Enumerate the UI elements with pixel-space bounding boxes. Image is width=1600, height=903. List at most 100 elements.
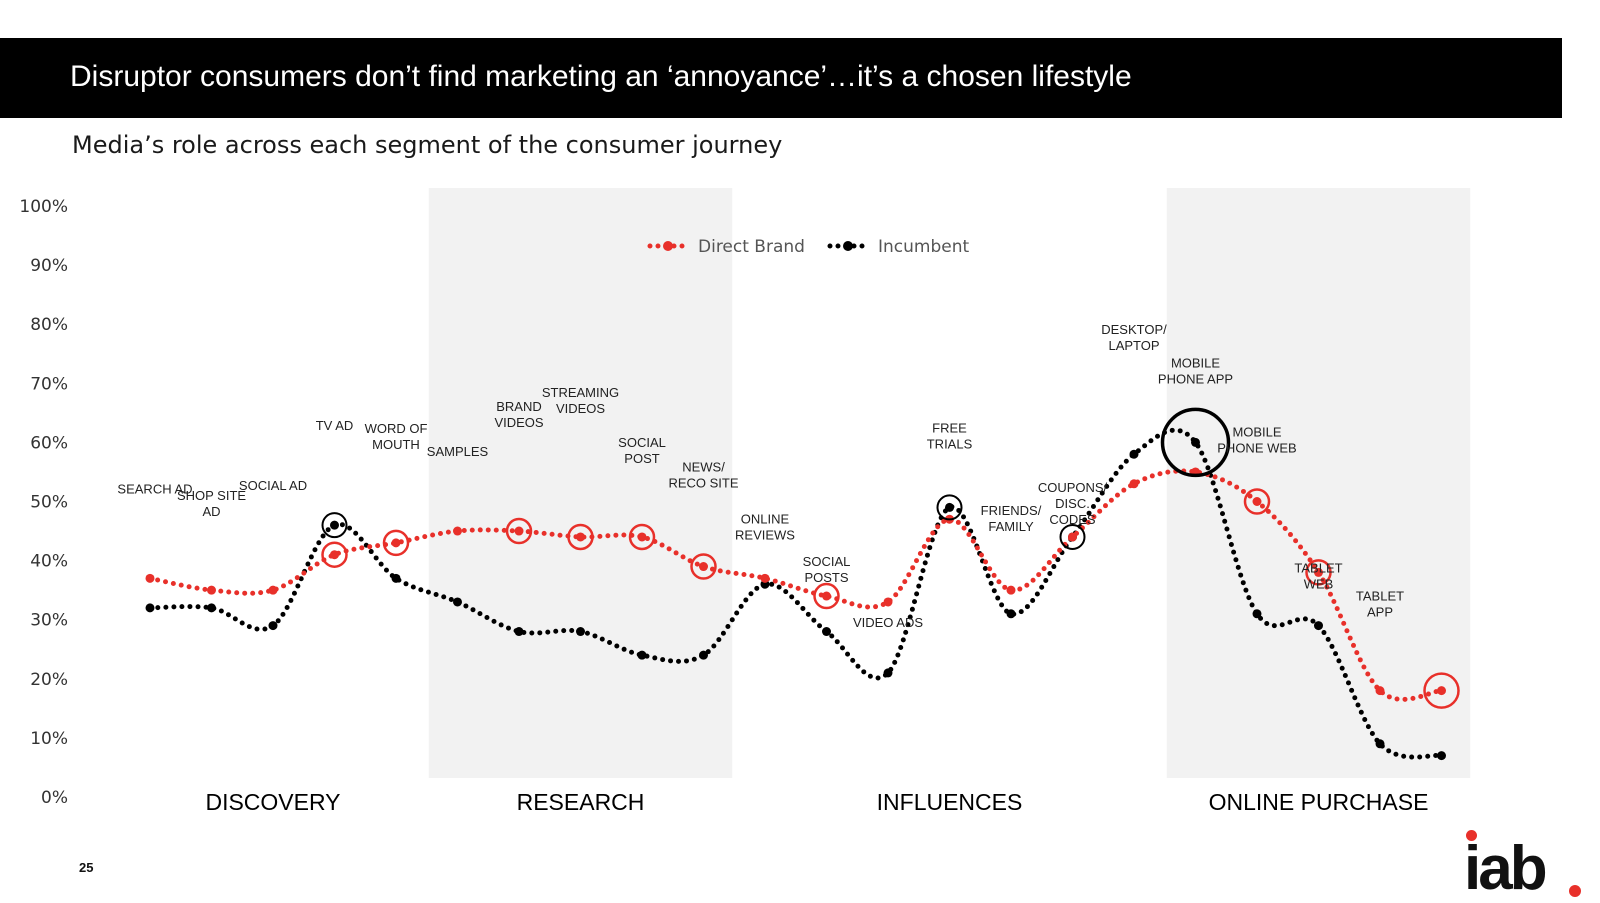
direct-brand-point — [453, 526, 462, 536]
logo-period-dot — [1569, 885, 1581, 897]
logo-accent-dot — [1466, 830, 1477, 841]
segment-band — [428, 188, 733, 778]
incumbent-point — [945, 502, 954, 512]
title-bar: Disruptor consumers don’t find marketing… — [0, 38, 1562, 118]
incumbent-point — [207, 603, 216, 613]
category-label: DESKTOP/LAPTOP — [1101, 322, 1167, 353]
incumbent-point — [1252, 609, 1262, 619]
page-number: 25 — [79, 860, 94, 875]
incumbent-point — [391, 573, 401, 583]
category-label: VIDEO ADS — [853, 615, 923, 630]
category-label: TABLET WEB — [1294, 560, 1342, 591]
direct-brand-highlight-ring — [382, 529, 410, 557]
direct-brand-highlight-ring — [690, 553, 717, 580]
category-label: SOCIAL AD — [239, 478, 307, 493]
direct-brand-point — [576, 532, 585, 542]
segment-label: INFLUENCES — [877, 789, 1023, 815]
incumbent-point — [637, 650, 647, 660]
direct-brand-point — [883, 597, 893, 607]
category-label: STREAMING VIDEOS — [542, 385, 619, 416]
direct-brand-highlight-ring — [1423, 672, 1460, 709]
y-tick-label: 0% — [41, 788, 68, 808]
incumbent-point — [1129, 449, 1139, 459]
y-tick-label: 30% — [30, 611, 68, 631]
category-label: SOCIAL POSTS — [803, 554, 851, 585]
y-tick-label: 50% — [30, 493, 68, 513]
direct-brand-point — [1437, 686, 1446, 696]
direct-brand-point — [1129, 479, 1139, 489]
category-label: ONLINE REVIEWS — [735, 511, 795, 542]
incumbent-point — [699, 650, 708, 660]
legend-incumbent-label: Incumbent — [878, 237, 969, 257]
segment-band — [1166, 188, 1471, 778]
direct-brand-point — [1068, 532, 1077, 542]
incumbent-point — [1191, 437, 1200, 447]
category-label: SOCIAL POST — [618, 435, 666, 466]
incumbent-point — [268, 621, 278, 631]
incumbent-highlight-ring — [1160, 407, 1231, 478]
direct-brand-series-line — [147, 468, 1444, 702]
direct-brand-point — [268, 585, 278, 595]
direct-brand-point — [1252, 497, 1262, 506]
direct-brand-point — [637, 532, 647, 542]
y-tick-label: 20% — [30, 670, 68, 690]
legend-incumbent-marker — [843, 241, 853, 251]
direct-brand-point — [391, 538, 401, 548]
category-label: SEARCH AD — [117, 481, 192, 496]
y-tick-label: 80% — [30, 315, 68, 335]
incumbent-point — [514, 627, 524, 637]
incumbent-point — [883, 668, 893, 678]
direct-brand-point — [330, 550, 339, 560]
incumbent-series-line — [147, 427, 1444, 760]
direct-brand-highlight-ring — [813, 582, 840, 610]
legend-direct-brand-label: Direct Brand — [698, 237, 805, 257]
direct-brand-highlight-ring — [628, 523, 656, 551]
direct-brand-point — [514, 526, 524, 536]
direct-brand-point — [699, 562, 708, 572]
category-label: COUPONS/DISC. CODES — [1038, 480, 1108, 527]
category-label: SAMPLES — [427, 444, 489, 459]
category-label: BRAND VIDEOS — [494, 399, 543, 430]
direct-brand-point — [822, 591, 831, 601]
incumbent-point — [1314, 621, 1323, 631]
page-subtitle: Media’s role across each segment of the … — [72, 131, 783, 159]
page-title: Disruptor consumers don’t find marketing… — [70, 60, 1132, 93]
category-label: FRIENDS/FAMILY — [981, 503, 1042, 534]
direct-brand-highlight-ring — [567, 523, 594, 551]
category-label: SHOP SITE AD — [177, 488, 246, 519]
y-tick-label: 60% — [30, 433, 68, 453]
direct-brand-point — [207, 585, 216, 595]
direct-brand-point — [1375, 686, 1385, 696]
category-label: TV AD — [316, 418, 354, 433]
category-label: NEWS/RECO SITE — [668, 460, 738, 491]
segment-label: RESEARCH — [517, 789, 645, 815]
category-label: MOBILE PHONE WEB — [1217, 425, 1296, 456]
incumbent-point — [822, 627, 831, 637]
direct-brand-point — [1006, 585, 1016, 595]
category-label: WORD OF MOUTH — [365, 421, 428, 452]
incumbent-point — [1375, 739, 1385, 749]
direct-brand-point — [760, 573, 770, 583]
direct-brand-point — [145, 573, 155, 583]
incumbent-point — [1437, 751, 1446, 761]
y-tick-label: 90% — [30, 256, 68, 276]
incumbent-point — [145, 603, 155, 613]
segment-label: ONLINE PURCHASE — [1209, 789, 1429, 815]
direct-brand-highlight-ring — [321, 541, 348, 568]
incumbent-point — [453, 597, 462, 607]
iab-logo: iab — [1464, 834, 1548, 903]
y-tick-label: 100% — [19, 197, 68, 217]
incumbent-point — [1006, 609, 1016, 619]
direct-brand-point — [1314, 567, 1323, 577]
direct-brand-highlight-ring — [505, 517, 533, 545]
legend-direct-brand-marker — [663, 241, 673, 251]
incumbent-point — [576, 627, 585, 637]
direct-brand-highlight-ring — [1305, 559, 1332, 586]
y-tick-label: 40% — [30, 552, 68, 572]
incumbent-highlight-ring — [321, 512, 348, 539]
segment-label: DISCOVERY — [205, 789, 340, 815]
incumbent-point — [330, 520, 339, 530]
direct-brand-highlight-ring — [1243, 488, 1271, 515]
category-label: FREE TRIALS — [927, 420, 973, 451]
incumbent-highlight-ring — [1059, 523, 1086, 550]
